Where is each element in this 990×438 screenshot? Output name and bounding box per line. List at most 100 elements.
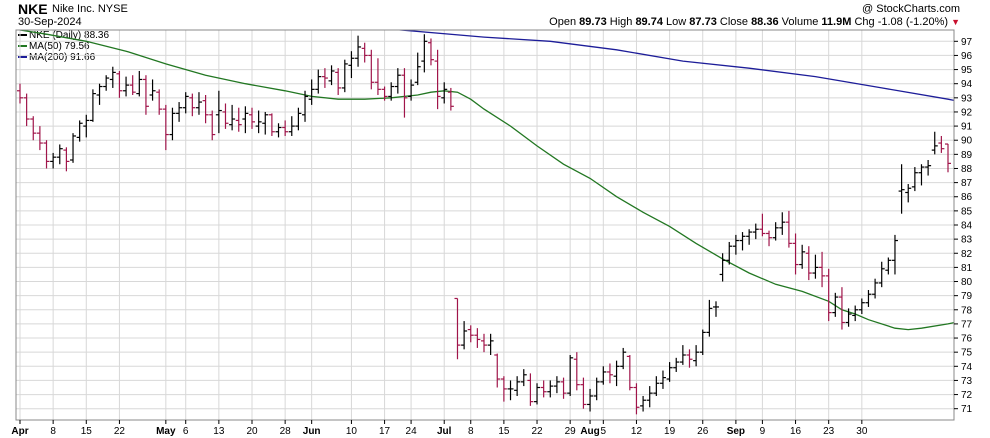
x-tick-label: 22 (531, 426, 543, 437)
legend-price-label: NKE (Daily) 88.36 (29, 30, 110, 41)
close-label: Close (719, 16, 748, 28)
y-tick-label: 93 (961, 93, 973, 104)
x-tick-label: 23 (823, 426, 835, 437)
ohlc-bar (706, 299, 713, 337)
x-tick-label: Aug (580, 426, 599, 437)
legend-ma200: MA(200) 91.66 (18, 52, 109, 63)
ohlc-bar (43, 140, 50, 169)
y-tick-label: 88 (961, 164, 973, 175)
ohlc-bar (686, 349, 693, 368)
company-name: Nike Inc. NYSE (52, 3, 128, 15)
ohlc-bar (255, 110, 262, 134)
ohlc-bar (394, 68, 401, 94)
x-tick-label: 20 (246, 426, 258, 437)
x-tick-label: 15 (81, 426, 93, 437)
x-tick-label: 13 (213, 426, 225, 437)
ohlc-bar (507, 380, 514, 401)
y-tick-label: 85 (961, 206, 973, 217)
ohlc-bar (819, 251, 826, 288)
y-tick-label: 97 (961, 37, 973, 48)
ohlc-bar (752, 223, 759, 240)
x-tick-label: 29 (565, 426, 577, 437)
x-tick-label: 6 (183, 426, 189, 437)
ohlc-bar (481, 333, 487, 353)
ohlc-bar (699, 329, 706, 355)
ohlc-bar (23, 93, 30, 127)
ohlc-bar (89, 89, 96, 122)
x-tick-label: 26 (697, 426, 709, 437)
x-tick-label: 28 (280, 426, 292, 437)
ohlc-bar (414, 52, 421, 86)
ohlc-bar (792, 233, 799, 275)
ohlc-bar (487, 333, 494, 355)
ohlc-bar (195, 92, 202, 115)
open-value: 89.73 (579, 16, 607, 28)
ohlc-bar (308, 79, 315, 105)
ohlc-bar (116, 70, 123, 98)
ohlc-bar (189, 93, 196, 117)
ohlc-bar (268, 113, 275, 136)
x-tick-label: 12 (631, 426, 643, 437)
ohlc-bar (282, 120, 289, 136)
ohlc-bar (434, 49, 441, 110)
quote-line: Open 89.73 High 89.74 Low 87.73 Close 88… (549, 16, 960, 28)
ohlc-bar (514, 376, 521, 396)
ohlc-bar (600, 366, 607, 385)
ohlc-bar (567, 355, 574, 396)
chg-label: Chg (854, 16, 875, 28)
ohlc-bar (474, 328, 481, 348)
ohlc-bar (76, 120, 83, 142)
low-value: 87.73 (689, 16, 717, 28)
x-tick-label: 15 (498, 426, 510, 437)
ohlc-bar (746, 229, 753, 245)
ohlc-bar (17, 83, 23, 104)
ohlc-bar (36, 126, 43, 151)
y-tick-label: 92 (961, 107, 973, 118)
ohlc-bar (83, 114, 90, 138)
x-tick-label: 8 (468, 426, 474, 437)
ohlc-bar (527, 373, 534, 406)
ohlc-bar (467, 325, 474, 343)
x-tick-label: 22 (114, 426, 126, 437)
ohlc-bar (142, 75, 149, 115)
low-label: Low (666, 16, 687, 28)
ohlc-bar (348, 51, 355, 79)
y-tick-label: 77 (961, 319, 973, 330)
ma50-line (19, 30, 954, 331)
grid-lines (16, 30, 954, 420)
ohlc-bar (447, 87, 454, 111)
ohlc-bar (640, 395, 647, 412)
y-tick-label: 96 (961, 51, 973, 62)
open-label: Open (549, 16, 577, 28)
ohlc-bar (852, 305, 859, 322)
ohlc-bar (50, 152, 57, 169)
volume-label: Volume (781, 16, 819, 28)
ohlc-bar (865, 290, 872, 307)
ohlc-bar (938, 135, 945, 153)
copyright-text: @ StockCharts.com (862, 3, 960, 15)
ohlc-bar (156, 89, 163, 115)
ohlc-bar (162, 104, 169, 151)
ohlc-bar (785, 210, 792, 248)
ohlc-bar (321, 68, 328, 88)
legend-ma50-swatch (18, 45, 27, 48)
x-tick-label: 30 (856, 426, 868, 437)
y-tick-label: 73 (961, 376, 973, 387)
ohlc-bar (925, 160, 932, 176)
ohlc-bar (109, 66, 116, 88)
ohlc-bar (673, 357, 680, 372)
x-tick-label: Apr (11, 426, 28, 437)
ohlc-bar (779, 212, 786, 235)
ohlc-bar (560, 377, 567, 399)
ohlc-bar (494, 353, 501, 388)
ohlc-bar (633, 383, 640, 415)
ohlc-bar (713, 301, 719, 317)
ohlc-bar (693, 345, 700, 367)
ohlc-series (17, 34, 951, 415)
ohlc-bar (606, 363, 613, 384)
ohlc-bar (361, 42, 368, 63)
ohlc-bar (739, 232, 746, 251)
ohlc-bar (719, 253, 726, 282)
ohlc-bar (580, 377, 587, 409)
